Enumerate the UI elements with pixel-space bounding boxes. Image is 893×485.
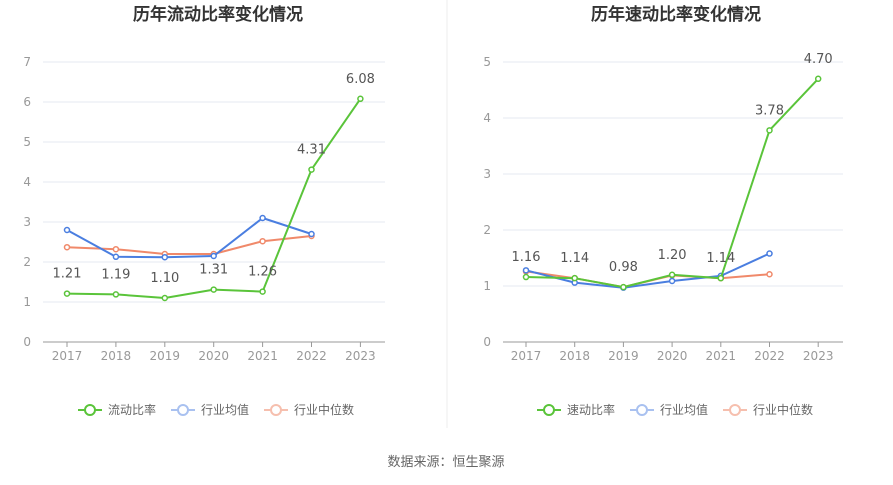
x-tick-label: 2023 [803,349,834,363]
legend-marker [177,404,189,416]
series-line-2 [66,235,312,255]
data-label: 4.70 [804,52,833,67]
legend-label: 速动比率 [567,402,615,417]
x-tick-label: 2021 [706,349,737,363]
legend-item[interactable]: 速动比率 [537,402,615,417]
data-label: 1.26 [248,265,277,280]
x-tick-label: 2019 [150,349,181,363]
data-label: 1.10 [150,271,179,286]
data-label: 1.16 [512,250,541,265]
data-point [63,243,71,251]
data-point [766,250,773,257]
x-tick-label: 2019 [608,349,639,363]
data-label: 1.19 [101,267,130,282]
data-point [308,166,315,173]
y-tick-label: 0 [483,335,491,349]
data-point [161,253,169,261]
data-point [522,267,530,274]
data-source-note: 数据来源：恒生聚源 [387,455,504,470]
y-tick-label: 3 [483,167,491,181]
x-tick-label: 2017 [52,349,83,363]
data-point [522,273,530,281]
data-point [814,75,822,83]
data-label: 1.20 [658,248,687,263]
legend-marker [636,404,648,416]
data-point [357,95,364,103]
y-tick-label: 2 [23,255,31,269]
data-point [259,237,266,245]
data-label: 0.98 [609,260,638,275]
legend-marker [543,404,555,416]
data-point [766,127,773,134]
legend-item[interactable]: 行业中位数 [264,402,354,417]
x-tick-label: 2023 [345,349,376,363]
data-point [112,253,120,261]
data-point [112,291,120,298]
y-tick-label: 1 [483,279,491,293]
data-label: 1.14 [706,251,735,266]
data-point [620,283,627,291]
data-label: 1.21 [53,267,82,282]
y-tick-label: 7 [23,55,31,69]
data-point [63,290,71,297]
x-tick-label: 2017 [511,349,542,363]
legend-label: 流动比率 [108,402,156,417]
legend-item[interactable]: 行业均值 [171,402,249,417]
data-point [717,274,725,282]
current-ratio-chart: 历年流动比率变化情况 0 1 2 3 4 5 6 7 2017 2018 2019 2020 2021 20… [23,4,385,417]
series-line-1 [66,217,312,259]
data-label: 1.31 [199,263,228,278]
data-label: 3.78 [755,103,784,118]
data-point [259,288,266,295]
y-tick-label: 1 [23,295,31,309]
data-point [63,226,71,234]
chart-title: 历年流动比率变化情况 [133,4,303,25]
quick-ratio-chart: 历年速动比率变化情况 0 1 2 3 4 5 2017 2018 2019 2020 2021 2022… [483,4,843,417]
data-point [210,252,217,260]
data-label: 1.14 [560,251,589,266]
x-tick-label: 2018 [559,349,590,363]
legend-label: 行业中位数 [753,402,813,417]
x-tick-label: 2018 [101,349,132,363]
data-point [308,230,315,238]
series-line-1 [525,252,770,289]
y-tick-label: 3 [23,215,31,229]
y-tick-label: 2 [483,223,491,237]
x-tick-label: 2020 [657,349,688,363]
x-tick-label: 2020 [198,349,229,363]
x-tick-label: 2021 [247,349,278,363]
legend-marker [84,404,96,416]
x-tick-label: 2022 [754,349,785,363]
legend-item[interactable]: 流动比率 [78,402,156,417]
legend-label: 行业均值 [660,402,708,417]
y-tick-label: 4 [23,175,31,189]
data-point [259,214,266,222]
y-tick-label: 5 [483,55,491,69]
data-point [668,277,676,285]
legend-item[interactable]: 行业均值 [630,402,708,417]
chart-title: 历年速动比率变化情况 [591,4,761,25]
y-tick-label: 0 [23,335,31,349]
data-point [571,274,578,282]
legend-marker [270,404,282,416]
data-point [161,294,169,302]
legend-label: 行业均值 [201,402,249,417]
data-point [112,245,120,253]
y-tick-label: 4 [483,111,491,125]
legend-label: 行业中位数 [294,402,354,417]
y-tick-label: 5 [23,135,31,149]
legend-item[interactable]: 行业中位数 [723,402,813,417]
x-tick-label: 2022 [296,349,327,363]
data-label: 6.08 [346,72,375,87]
data-point [668,271,676,279]
data-point [210,286,217,293]
legend-marker [729,404,741,416]
y-tick-label: 6 [23,95,31,109]
data-point [766,270,773,278]
data-label: 4.31 [297,143,326,158]
